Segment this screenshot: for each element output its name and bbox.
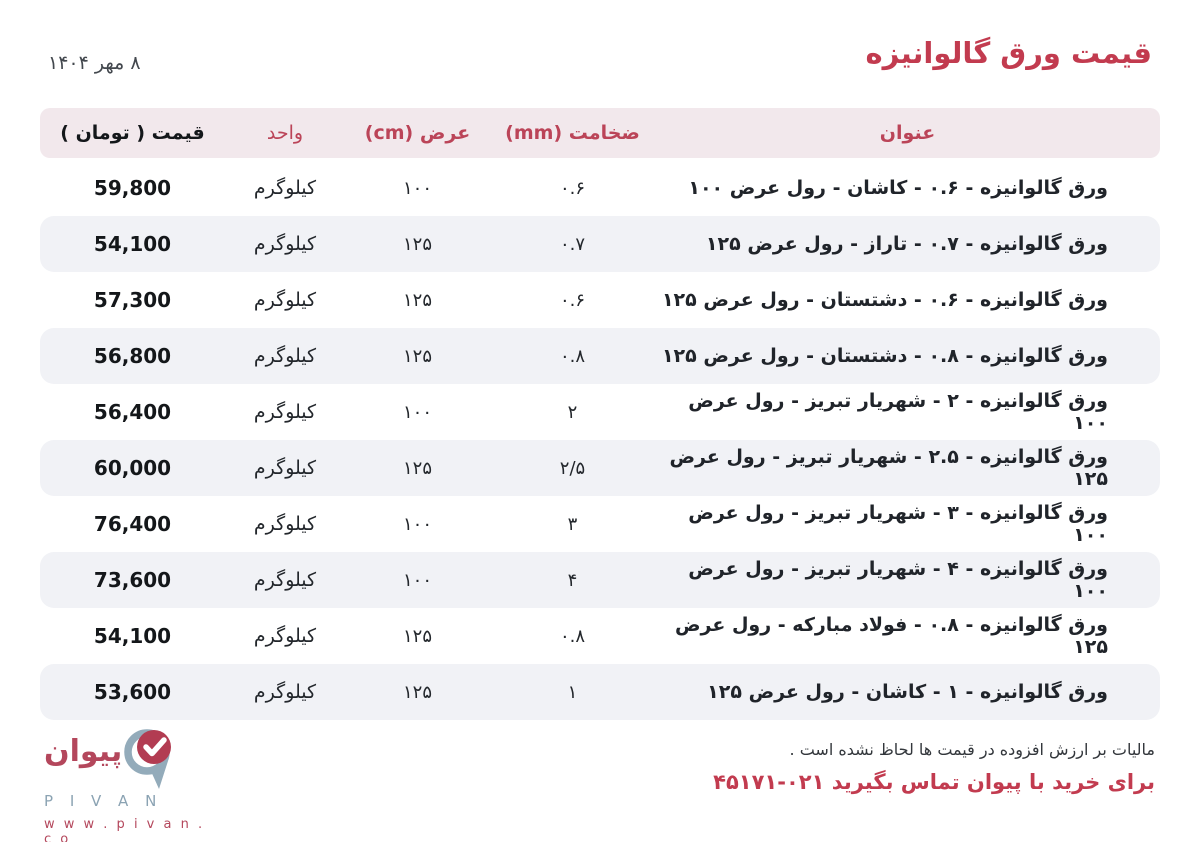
thickness-value: ۲	[567, 401, 578, 423]
unit-value: کیلوگرم	[253, 177, 317, 199]
price-value: 73,600	[93, 568, 172, 592]
table-body: ورق گالوانیزه - ۰.۶ - کاشان - رول عرض ۱۰…	[40, 160, 1160, 720]
unit-value: کیلوگرم	[253, 401, 317, 423]
product-title: ورق گالوانیزه - ۰.۶ - کاشان - رول عرض ۱۰…	[688, 177, 1108, 199]
table-header-row: عنوان ضخامت (mm) عرض (cm) واحد قیمت ( تو…	[40, 108, 1160, 158]
table-row: ورق گالوانیزه - ۴ - شهریار تبریز - رول ع…	[40, 552, 1160, 608]
price-value: 76,400	[93, 512, 172, 536]
price-value: 56,800	[93, 344, 172, 368]
table-row: ورق گالوانیزه - ۲ - شهریار تبریز - رول ع…	[40, 384, 1160, 440]
unit-value: کیلوگرم	[253, 681, 317, 703]
thickness-value: ۰.۶	[559, 177, 586, 199]
width-value: ۱۲۵	[402, 289, 432, 311]
product-title: ورق گالوانیزه - ۲.۵ - شهریار تبریز - رول…	[669, 446, 1108, 490]
logo-wordmark: پیوان	[44, 734, 123, 769]
product-title: ورق گالوانیزه - ۲ - شهریار تبریز - رول ع…	[688, 390, 1108, 434]
logo-url: w w w . p i v a n . c o	[44, 817, 205, 842]
logo-latin-name: P I V A N	[44, 792, 163, 810]
width-value: ۱۰۰	[402, 513, 432, 535]
product-title: ورق گالوانیزه - ۱ - کاشان - رول عرض ۱۲۵	[707, 681, 1108, 703]
width-value: ۱۲۵	[402, 233, 432, 255]
unit-value: کیلوگرم	[253, 233, 317, 255]
thickness-value: ۰.۸	[559, 625, 586, 647]
table-row: ورق گالوانیزه - ۰.۷ - تاراز - رول عرض ۱۲…	[40, 216, 1160, 272]
date-label: ۸ مهر ۱۴۰۴	[48, 52, 141, 74]
thickness-value: ۴	[567, 569, 578, 591]
thickness-value: ۱	[567, 681, 578, 703]
unit-value: کیلوگرم	[253, 569, 317, 591]
price-value: 60,000	[93, 456, 172, 480]
price-value: 57,300	[93, 288, 172, 312]
product-title: ورق گالوانیزه - ۳ - شهریار تبریز - رول ع…	[688, 502, 1108, 546]
price-value: 53,600	[93, 680, 172, 704]
width-value: ۱۰۰	[402, 177, 432, 199]
page-title: قیمت ورق گالوانیزه	[865, 36, 1152, 70]
unit-value: کیلوگرم	[253, 345, 317, 367]
product-title: ورق گالوانیزه - ۰.۶ - دشتستان - رول عرض …	[661, 289, 1108, 311]
width-value: ۱۲۵	[402, 625, 432, 647]
table-row: ورق گالوانیزه - ۰.۶ - کاشان - رول عرض ۱۰…	[40, 160, 1160, 216]
price-value: 56,400	[93, 400, 172, 424]
table-row: ورق گالوانیزه - ۰.۸ - دشتستان - رول عرض …	[40, 328, 1160, 384]
column-header-thickness: ضخامت (mm)	[505, 122, 640, 144]
product-title: ورق گالوانیزه - ۰.۷ - تاراز - رول عرض ۱۲…	[705, 233, 1108, 255]
column-header-width: عرض (cm)	[364, 122, 471, 144]
table-row: ورق گالوانیزه - ۳ - شهریار تبریز - رول ع…	[40, 496, 1160, 552]
table-row: ورق گالوانیزه - ۱ - کاشان - رول عرض ۱۲۵ …	[40, 664, 1160, 720]
unit-value: کیلوگرم	[253, 289, 317, 311]
table-row: ورق گالوانیزه - ۰.۸ - فولاد مبارکه - رول…	[40, 608, 1160, 664]
product-title: ورق گالوانیزه - ۴ - شهریار تبریز - رول ع…	[688, 558, 1108, 602]
column-header-unit: واحد	[266, 122, 304, 144]
width-value: ۱۰۰	[402, 401, 432, 423]
thickness-value: ۰.۷	[559, 233, 586, 255]
logo-top-row: پیوان	[44, 726, 214, 796]
pivan-pin-icon	[124, 726, 176, 796]
thickness-value: ۰.۸	[559, 345, 586, 367]
product-title: ورق گالوانیزه - ۰.۸ - دشتستان - رول عرض …	[661, 345, 1108, 367]
width-value: ۱۲۵	[402, 457, 432, 479]
thickness-value: ۰.۶	[559, 289, 586, 311]
unit-value: کیلوگرم	[253, 457, 317, 479]
price-value: 54,100	[93, 624, 172, 648]
price-table: عنوان ضخامت (mm) عرض (cm) واحد قیمت ( تو…	[40, 108, 1160, 720]
thickness-value: ۲/۵	[559, 457, 586, 479]
width-value: ۱۲۵	[402, 345, 432, 367]
price-value: 54,100	[93, 232, 172, 256]
column-header-title: عنوان	[879, 122, 936, 144]
width-value: ۱۲۵	[402, 681, 432, 703]
price-value: 59,800	[93, 176, 172, 200]
pivan-logo: پیوان P I V A N w w w . p i v a n . c o	[44, 726, 214, 842]
table-row: ورق گالوانیزه - ۰.۶ - دشتستان - رول عرض …	[40, 272, 1160, 328]
width-value: ۱۰۰	[402, 569, 432, 591]
unit-value: کیلوگرم	[253, 513, 317, 535]
vat-note: مالیات بر ارزش افزوده در قیمت ها لحاظ نش…	[789, 740, 1155, 759]
contact-phone-line: برای خرید با پیوان تماس بگیرید ۰۲۱-۴۵۱۷۱	[713, 770, 1155, 794]
product-title: ورق گالوانیزه - ۰.۸ - فولاد مبارکه - رول…	[674, 614, 1108, 658]
thickness-value: ۳	[567, 513, 578, 535]
unit-value: کیلوگرم	[253, 625, 317, 647]
column-header-price: قیمت ( تومان )	[60, 122, 205, 144]
table-row: ورق گالوانیزه - ۲.۵ - شهریار تبریز - رول…	[40, 440, 1160, 496]
